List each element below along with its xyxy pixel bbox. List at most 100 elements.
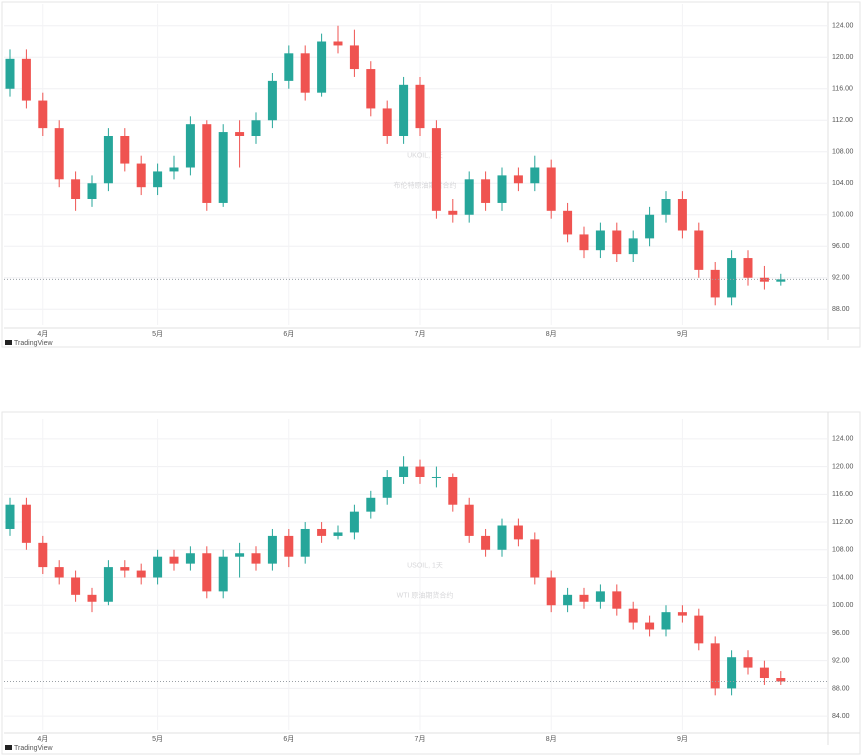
- candle-body: [628, 608, 638, 623]
- y-tick-label: 116.00: [832, 86, 853, 93]
- x-tick-label: 5月: [152, 330, 163, 338]
- candle-body: [612, 230, 622, 255]
- candle-body: [415, 84, 425, 129]
- candle-body: [235, 132, 245, 136]
- candle-body: [563, 594, 573, 606]
- candle-body: [202, 553, 212, 592]
- candle-body: [218, 132, 228, 203]
- watermark-title: USOIL, 1天: [407, 561, 443, 569]
- candle-body: [776, 678, 786, 682]
- brand: TradingView: [14, 340, 53, 347]
- candle-body: [87, 594, 97, 602]
- candle-body: [743, 258, 753, 278]
- candle-body: [645, 622, 655, 630]
- candle-body: [169, 167, 179, 172]
- candle-body: [481, 179, 491, 203]
- y-tick-label: 104.00: [832, 574, 854, 581]
- candle-body: [21, 504, 31, 543]
- candle-body: [185, 553, 195, 564]
- x-tick-label: 9月: [677, 330, 688, 338]
- candle-body: [71, 179, 81, 199]
- brand: TradingView: [14, 745, 53, 752]
- candle-body: [694, 615, 704, 644]
- y-tick-label: 108.00: [832, 547, 854, 554]
- watermark-subtitle: 布伦特原油期货合约: [394, 180, 457, 189]
- x-tick-label: 5月: [152, 735, 163, 743]
- watermark-subtitle: WTI 原油期货合约: [397, 590, 454, 599]
- candle-body: [481, 535, 491, 550]
- brand-logo: [5, 340, 12, 345]
- x-tick-label: 8月: [546, 735, 557, 743]
- brand-logo: [5, 745, 12, 750]
- y-tick-label: 112.00: [832, 117, 853, 124]
- candle-body: [38, 100, 48, 129]
- y-tick-label: 88.00: [832, 306, 850, 313]
- candle-body: [71, 577, 81, 595]
- y-tick-label: 92.00: [832, 658, 850, 665]
- candle-body: [776, 279, 786, 282]
- y-tick-label: 120.00: [832, 463, 854, 470]
- candle-body: [235, 553, 245, 557]
- candle-body: [103, 567, 113, 602]
- y-tick-label: 100.00: [832, 602, 854, 609]
- candle-body: [727, 258, 737, 298]
- candle-body: [464, 504, 474, 536]
- candle-body: [497, 525, 507, 550]
- candle-body: [284, 53, 294, 81]
- y-tick-label: 100.00: [832, 212, 854, 219]
- candle-body: [595, 591, 605, 602]
- panel-frame: [1, 411, 861, 755]
- y-tick-label: 96.00: [832, 243, 850, 250]
- candle-body: [727, 657, 737, 689]
- candle-body: [218, 556, 228, 592]
- candle-body: [5, 58, 15, 89]
- y-tick-label: 84.00: [832, 713, 850, 720]
- candle-body: [120, 567, 130, 571]
- x-tick-label: 8月: [546, 330, 557, 338]
- candle-body: [579, 234, 589, 251]
- candle-body: [530, 539, 540, 578]
- candle-body: [317, 41, 327, 93]
- candle-body: [349, 511, 359, 533]
- candle-body: [431, 128, 441, 211]
- y-tick-label: 124.00: [832, 23, 854, 30]
- candle-body: [382, 108, 392, 136]
- x-tick-label: 7月: [415, 735, 426, 743]
- candle-body: [710, 643, 720, 689]
- candle-body: [54, 567, 64, 578]
- candle-body: [38, 542, 48, 568]
- candle-body: [464, 179, 474, 215]
- panel-frame: [1, 1, 861, 348]
- candle-body: [120, 136, 130, 164]
- candle-body: [415, 466, 425, 477]
- candle-body: [300, 53, 310, 93]
- candle-body: [513, 175, 523, 184]
- candle-body: [136, 570, 146, 578]
- watermark-title: UKOIL, 1天: [407, 151, 443, 159]
- candle-body: [431, 476, 441, 478]
- candle-body: [677, 612, 687, 616]
- candle-body: [185, 124, 195, 168]
- candle-body: [382, 476, 392, 498]
- candle-body: [661, 612, 671, 630]
- y-tick-label: 116.00: [832, 491, 853, 498]
- y-tick-label: 96.00: [832, 630, 850, 637]
- candle-body: [153, 556, 163, 578]
- candle-body: [497, 175, 507, 203]
- candle-body: [661, 199, 671, 215]
- y-tick-label: 108.00: [832, 149, 854, 156]
- candle-body: [595, 230, 605, 251]
- candle-body: [448, 210, 458, 215]
- candle-body: [366, 69, 376, 109]
- y-tick-label: 88.00: [832, 685, 850, 692]
- candle-body: [645, 214, 655, 239]
- candle-body: [759, 667, 769, 679]
- candle-body: [399, 84, 409, 136]
- candle-body: [628, 238, 638, 255]
- candle-body: [136, 163, 146, 188]
- candle-body: [563, 210, 573, 235]
- x-tick-label: 9月: [677, 735, 688, 743]
- candle-body: [317, 528, 327, 536]
